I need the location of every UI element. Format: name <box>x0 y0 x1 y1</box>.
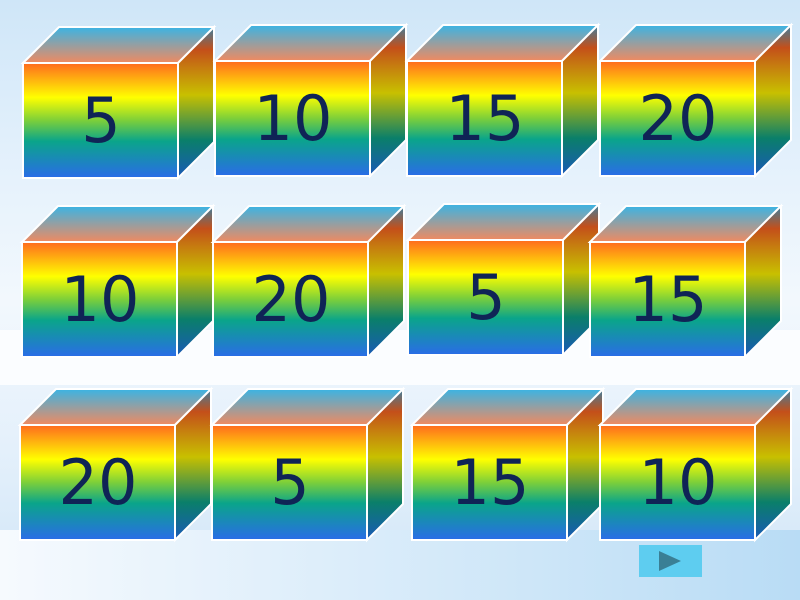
number-cube[interactable]: 15 <box>587 203 784 360</box>
next-button[interactable] <box>639 545 702 577</box>
cube-number: 15 <box>450 445 530 519</box>
cube-shape <box>597 386 794 543</box>
cube-number: 15 <box>628 262 708 336</box>
number-cube[interactable]: 5 <box>20 24 217 181</box>
cube-shape <box>212 22 409 179</box>
cube-number: 10 <box>60 262 140 336</box>
number-cube[interactable]: 10 <box>212 22 409 179</box>
cube-number: 20 <box>638 81 718 155</box>
cube-shape <box>17 386 214 543</box>
cube-shape <box>597 22 794 179</box>
number-cube[interactable]: 20 <box>597 22 794 179</box>
cube-shape <box>20 24 217 181</box>
cube-shape <box>210 203 407 360</box>
cube-number: 5 <box>270 445 310 519</box>
number-cube[interactable]: 10 <box>597 386 794 543</box>
number-cube[interactable]: 20 <box>210 203 407 360</box>
cube-shape <box>19 203 216 360</box>
cube-shape <box>409 386 606 543</box>
cube-number: 20 <box>58 445 138 519</box>
number-cube[interactable]: 5 <box>405 201 602 358</box>
cube-number: 20 <box>251 262 331 336</box>
cube-number: 15 <box>445 81 525 155</box>
cube-shape <box>587 203 784 360</box>
cube-number: 5 <box>466 260 506 334</box>
number-cube[interactable]: 20 <box>17 386 214 543</box>
number-cube[interactable]: 15 <box>409 386 606 543</box>
cube-number: 10 <box>638 445 718 519</box>
cube-number: 10 <box>253 81 333 155</box>
number-cube[interactable]: 15 <box>404 22 601 179</box>
cube-number: 5 <box>81 83 121 157</box>
number-cube[interactable]: 5 <box>209 386 406 543</box>
cube-shape <box>209 386 406 543</box>
cube-shape <box>404 22 601 179</box>
play-triangle-icon <box>659 551 681 571</box>
number-cube[interactable]: 10 <box>19 203 216 360</box>
